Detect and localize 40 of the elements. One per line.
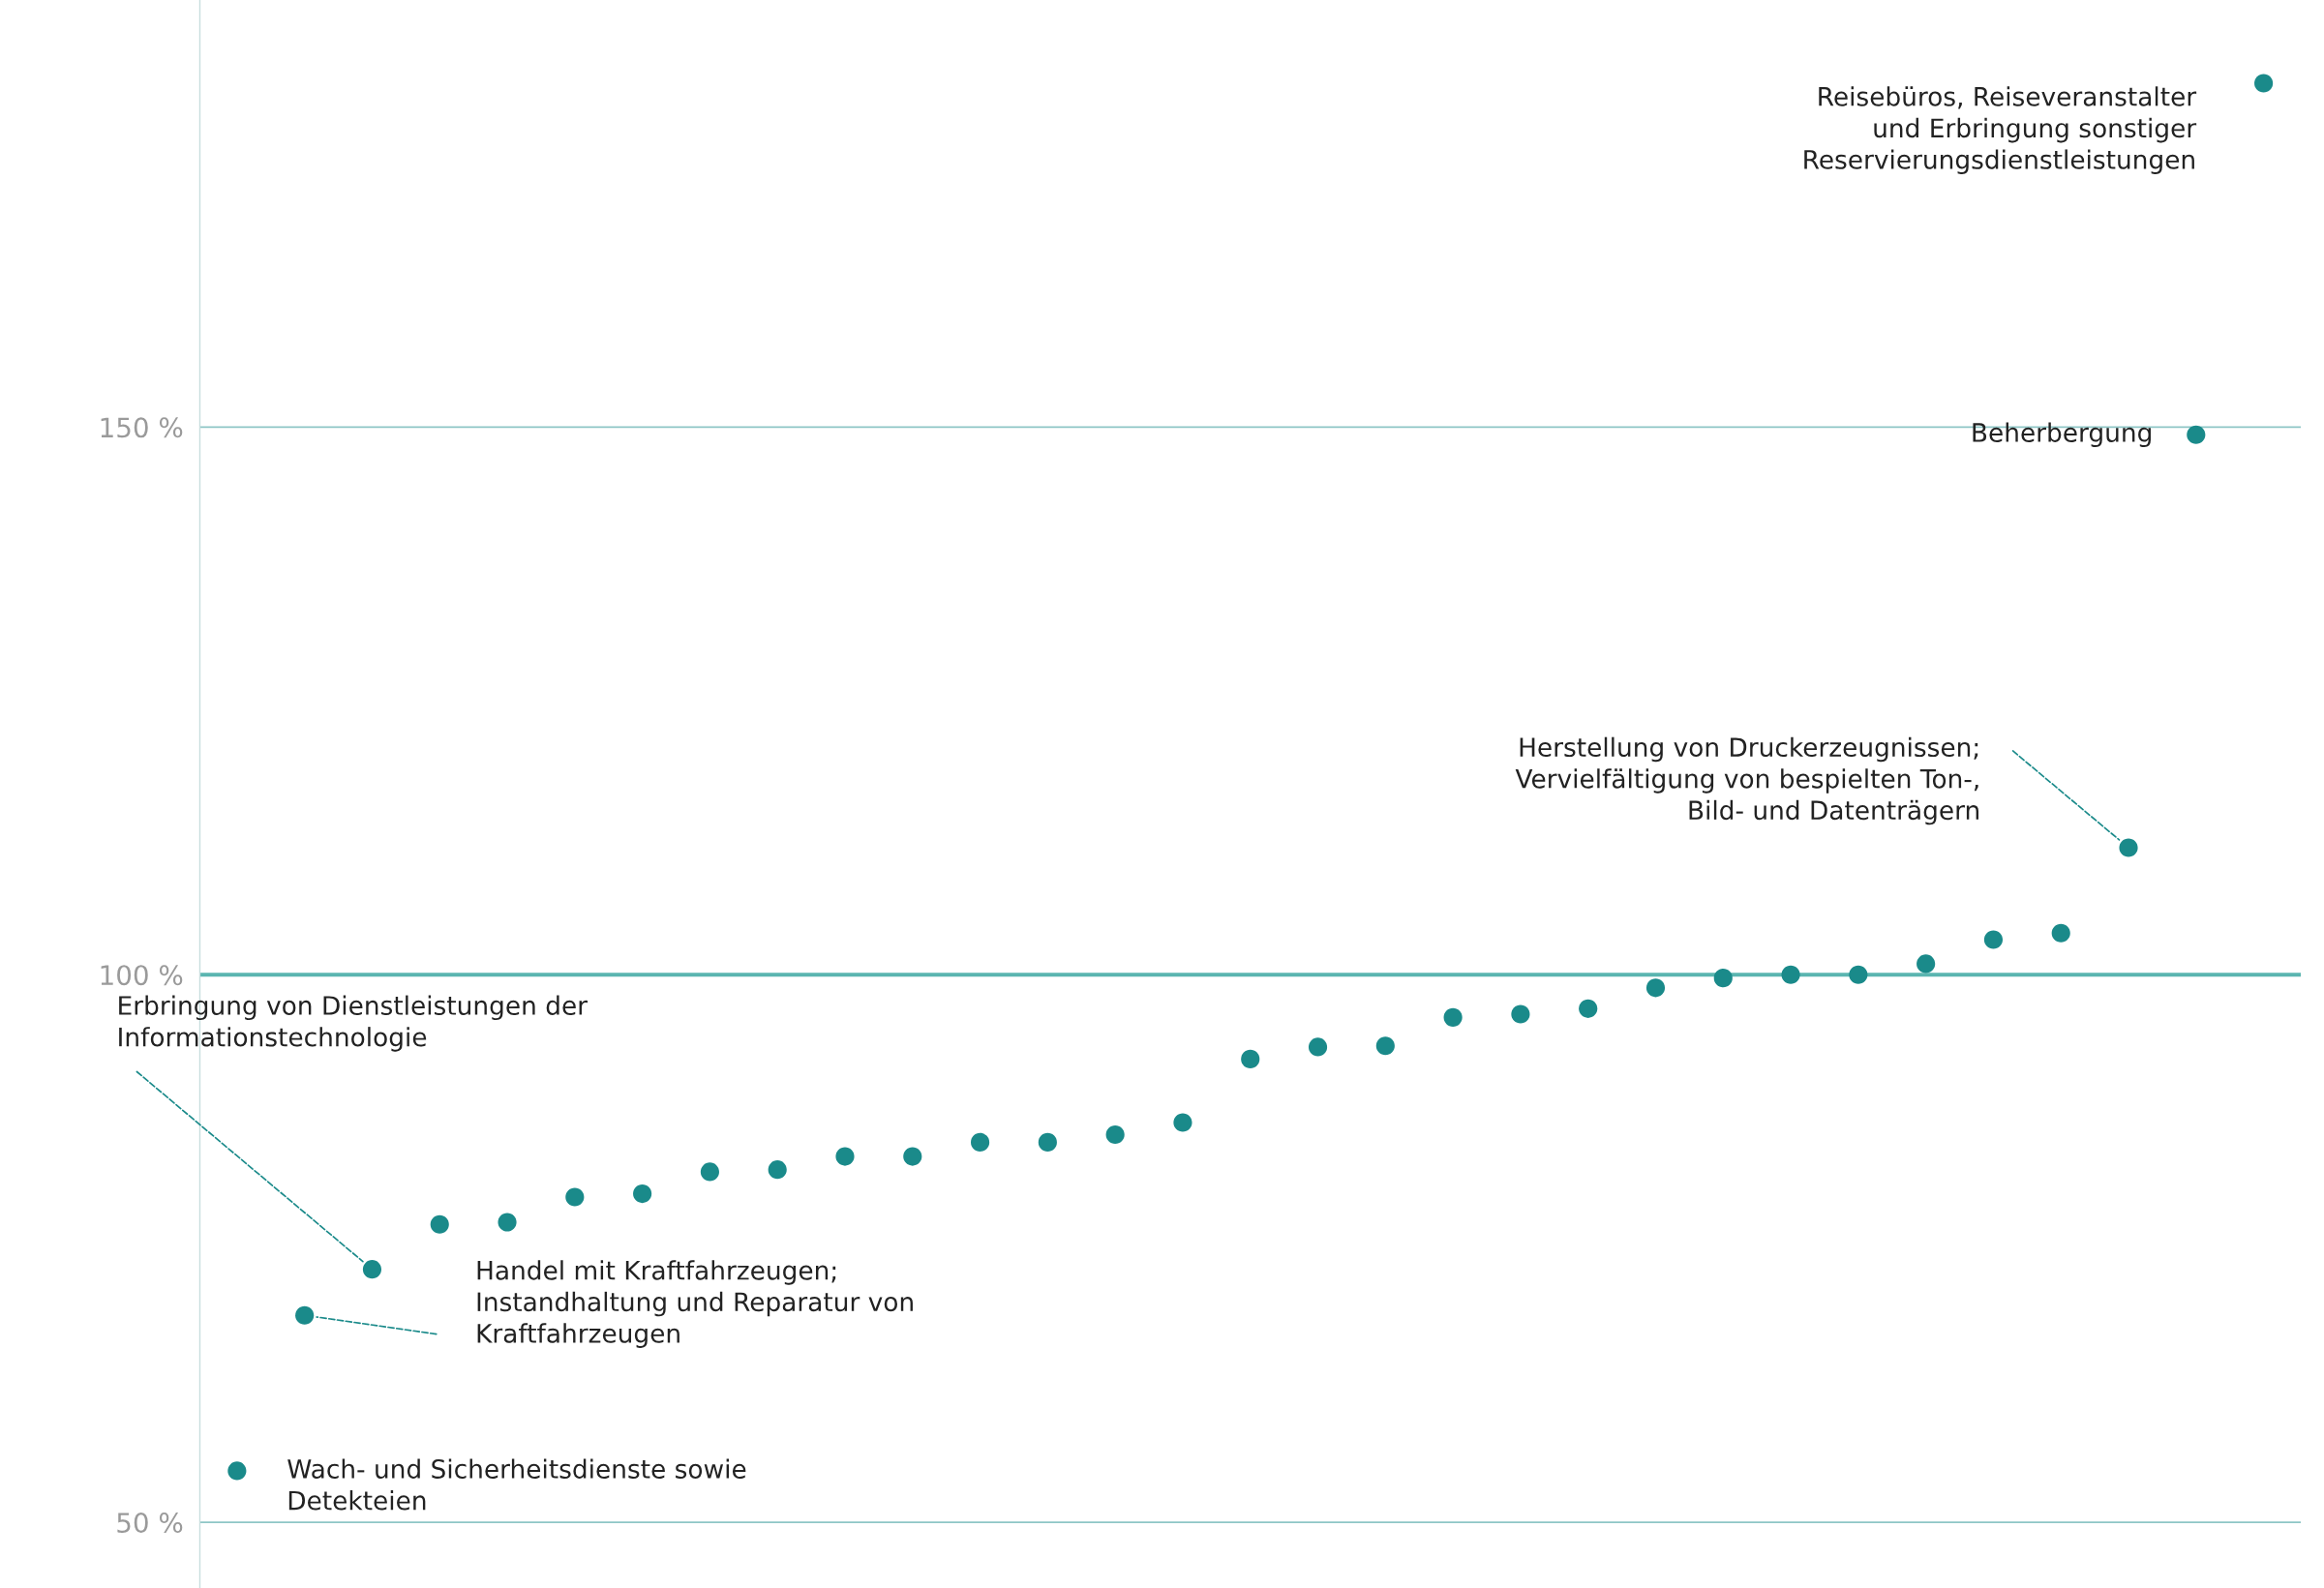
point — [1105, 1124, 1125, 1145]
point — [1983, 930, 2004, 949]
point — [768, 1160, 787, 1180]
point — [1849, 965, 1868, 984]
point — [1579, 999, 1598, 1018]
point — [498, 1213, 517, 1232]
y-tick-label: 150 % — [101, 417, 183, 438]
point — [565, 1187, 585, 1207]
point — [1917, 954, 1936, 974]
y-tick-label: 100 % — [101, 965, 183, 986]
point — [1781, 965, 1800, 984]
point — [1308, 1037, 1328, 1057]
annotation: Handel mit Kraftfahrzeugen; Instandhaltung und Reparatur von Kraftfahrzeugen — [477, 1260, 913, 1348]
point — [835, 1147, 855, 1166]
point — [971, 1132, 990, 1152]
point — [1443, 1007, 1463, 1027]
annotation: Wach- und Sicherheitsdienste sowie Detekteien — [287, 1458, 746, 1511]
annotation: Herstellung von Druckerzeugnissen; Vervielfältigung von bespielten Ton-, Bild- und Datenträgern — [1515, 736, 1979, 825]
point — [1173, 1113, 1192, 1132]
point — [700, 1162, 719, 1182]
point — [430, 1214, 449, 1234]
point — [1511, 1004, 1530, 1024]
point — [1241, 1049, 1260, 1068]
point — [2187, 425, 2206, 444]
point — [362, 1260, 382, 1279]
point — [2119, 838, 2138, 857]
point — [1713, 969, 1733, 988]
point — [1375, 1036, 1395, 1056]
y-tick-label: 50 % — [117, 1513, 183, 1534]
annotation: Beherbergung — [1973, 422, 2151, 448]
point — [1645, 978, 1666, 998]
point — [2254, 74, 2274, 93]
annotation: Erbringung von Dienstleistungen der Informationstechnologie — [119, 995, 589, 1052]
point — [227, 1461, 247, 1481]
annotation: Reisebüros, Reiseveranstalter und Erbringung sonstiger Reservierungsdienstleistungen — [1804, 86, 2197, 174]
point — [633, 1184, 652, 1204]
point — [1038, 1132, 1057, 1152]
point — [2051, 923, 2070, 943]
point — [295, 1305, 315, 1325]
point — [903, 1147, 922, 1166]
